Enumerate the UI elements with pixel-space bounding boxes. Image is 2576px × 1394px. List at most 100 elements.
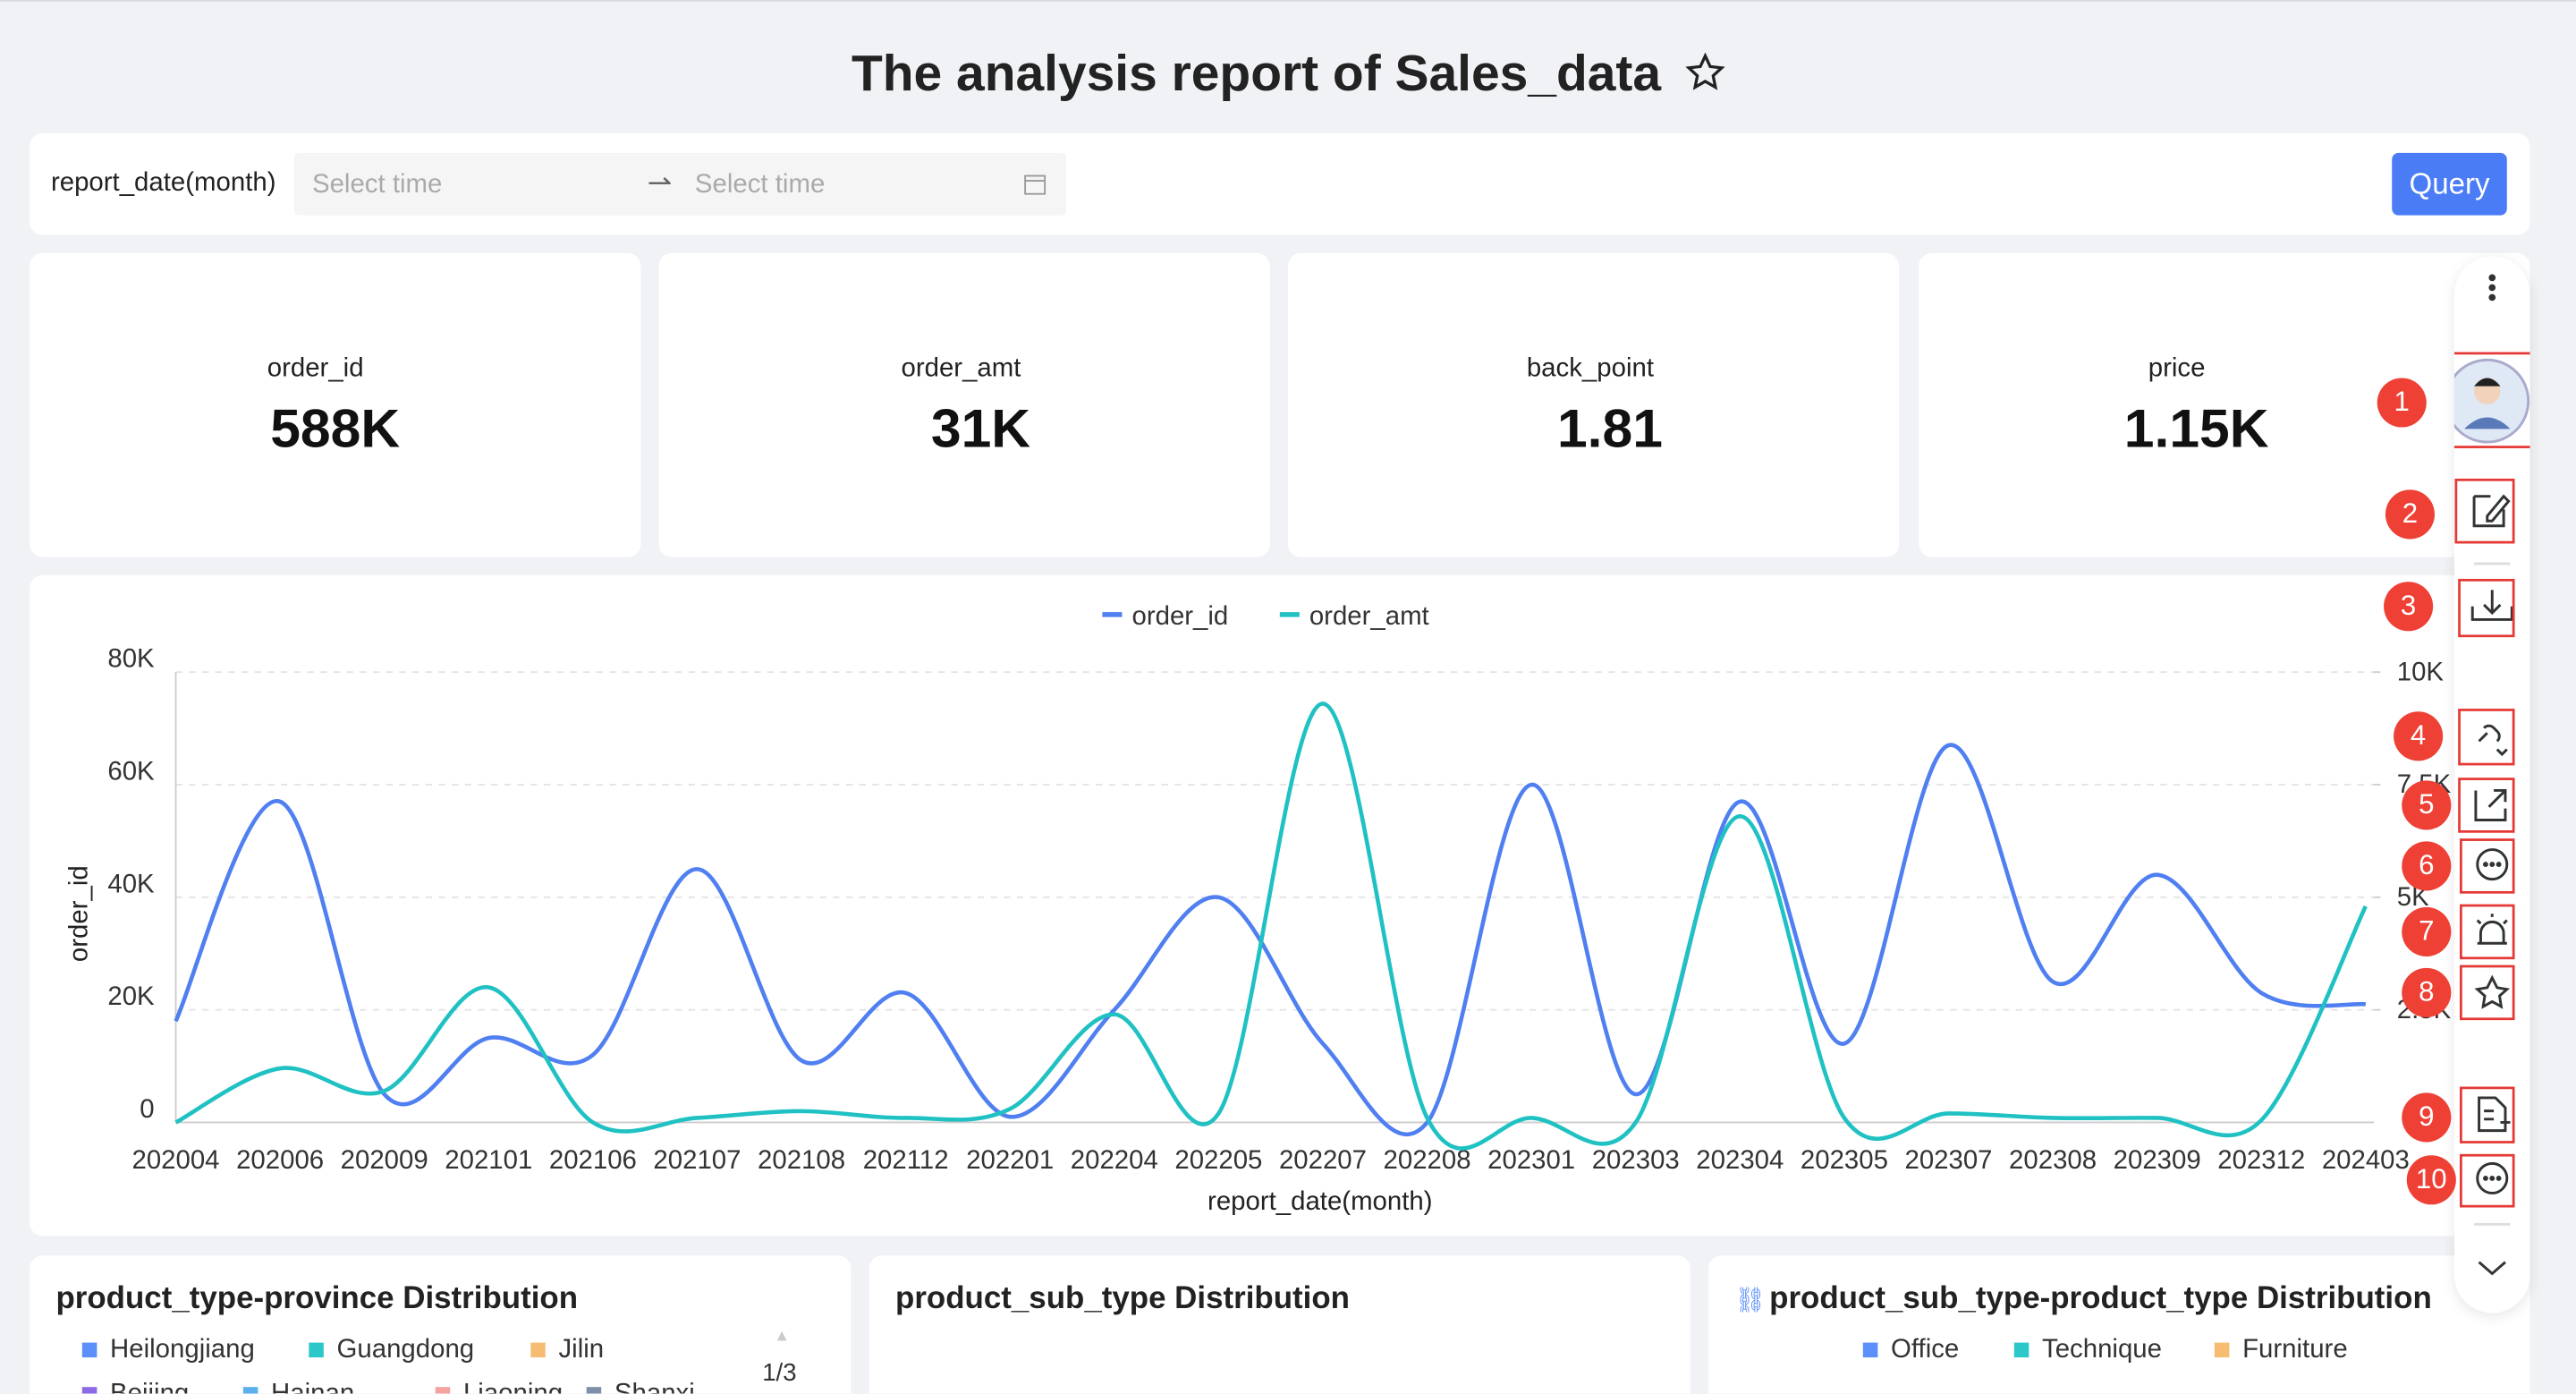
kpi-label: price: [2148, 354, 2206, 383]
legend-swatch: [2214, 1342, 2230, 1358]
series-line: [174, 743, 2367, 1137]
y-axis-title: order_id: [64, 865, 93, 962]
legend-swatch: [435, 1387, 451, 1394]
legend-text: Hainan: [271, 1381, 354, 1394]
series-line: [174, 701, 2368, 1151]
step-badge: 9: [2402, 1092, 2452, 1143]
panel-card: product_type-province Distribution Heilon…: [30, 1255, 852, 1394]
chart-card: 020K40K60K80K2.5K5K7.5K10K20200420200620…: [30, 574, 2530, 1237]
x-tick-label: 202301: [1487, 1145, 1575, 1175]
legend-text: Liaoning: [463, 1381, 563, 1394]
filter-bar: report_date(month) Select time ⇀ Select …: [30, 132, 2530, 235]
legend-text: Heilongjiang: [110, 1336, 255, 1364]
legend-swatch: [1862, 1342, 1878, 1358]
step-badge: 7: [2402, 906, 2452, 956]
legend-swatch: [242, 1387, 258, 1394]
legend-item: Shanxi: [586, 1381, 695, 1394]
step-badge: 2: [2385, 489, 2435, 540]
legend-swatch: [309, 1342, 324, 1358]
x-tick-label: 202201: [966, 1145, 1054, 1175]
x-tick-label: 202208: [1384, 1145, 1471, 1175]
x-tick-label: 202307: [1904, 1145, 1992, 1175]
title-text: The analysis report of Sales_data: [851, 44, 1662, 102]
x-tick-label: 202108: [758, 1145, 845, 1175]
x-tick-label: 202205: [1174, 1145, 1262, 1175]
legend-item: Furniture: [2214, 1336, 2348, 1365]
x-tick-label: 202009: [341, 1145, 428, 1175]
pager[interactable]: 1/3: [762, 1358, 797, 1388]
y-tick-label: 60K: [107, 757, 155, 786]
kpi-value: 588K: [270, 397, 401, 459]
x-tick-label: 202403: [2322, 1145, 2410, 1175]
x-tick-label: 202106: [549, 1145, 637, 1175]
legend-item: Liaoning: [435, 1381, 563, 1394]
legend-item: Technique: [2013, 1336, 2163, 1365]
y2-tick-label: 10K: [2397, 657, 2445, 686]
y-tick-label: 80K: [107, 644, 155, 674]
x-tick-label: 202312: [2217, 1145, 2305, 1175]
toolbar-icons: [2436, 274, 2533, 1276]
y-tick-label: 20K: [107, 982, 155, 1011]
legend-text: Guangdong: [336, 1336, 475, 1364]
legend-item: Guangdong: [309, 1336, 474, 1365]
legend-text: Beijing: [110, 1381, 189, 1394]
panel-card: product_sub_type-product_type Distributi…: [1708, 1255, 2530, 1394]
kpi-card: order_amt 31K: [658, 252, 1270, 557]
legend-item: Beijing: [81, 1381, 189, 1394]
panel-title: product_sub_type-product_type Distributi…: [1769, 1281, 2432, 1317]
x-tick-label: 202101: [445, 1145, 532, 1175]
x-tick-label: 202112: [863, 1145, 949, 1175]
x-tick-label: 202004: [132, 1145, 220, 1175]
legend-swatch: [530, 1342, 546, 1358]
kpi-card: back_point 1.81: [1287, 252, 1900, 557]
step-badge: 3: [2384, 582, 2434, 632]
pager-arrow: ▲: [774, 1328, 791, 1347]
x-tick-label: 202107: [653, 1145, 741, 1175]
legend-item: Heilongjiang: [81, 1336, 255, 1365]
line-chart: 020K40K60K80K2.5K5K7.5K10K20200420200620…: [64, 601, 2451, 1216]
step-badge: 1: [2377, 378, 2427, 428]
legend-label: order_id: [1131, 601, 1228, 631]
toolbar: [2436, 256, 2533, 1313]
panel-card: product_sub_type Distribution: [869, 1255, 1690, 1394]
kpi-value: 31K: [930, 397, 1031, 459]
legend-text: Technique: [2042, 1336, 2163, 1364]
query-button[interactable]: Query: [2392, 152, 2507, 216]
step-badge: 5: [2402, 780, 2452, 830]
x-tick-label: 202309: [2114, 1145, 2201, 1175]
legend-swatch: [81, 1342, 97, 1358]
step-badge: 4: [2394, 711, 2444, 761]
legend-item: Hainan: [242, 1381, 354, 1394]
start-placeholder: Select time: [311, 171, 443, 200]
x-tick-label: 202207: [1279, 1145, 1367, 1175]
filter-label: report_date(month): [50, 169, 276, 198]
panel-title: product_sub_type Distribution: [895, 1281, 1350, 1317]
step-badge: 10: [2406, 1155, 2456, 1205]
panel-title: product_type-province Distribution: [55, 1281, 579, 1317]
kpi-value: 1.15K: [2123, 397, 2269, 459]
legend-swatch: [586, 1387, 602, 1394]
legend-swatch: [2013, 1342, 2029, 1358]
legend-text: Furniture: [2242, 1336, 2348, 1364]
kpi-label: back_point: [1526, 354, 1654, 383]
link-icon: ⛓: [1734, 1287, 1767, 1315]
step-badge: 8: [2402, 967, 2452, 1017]
legend-label: order_amt: [1309, 601, 1429, 631]
x-tick-label: 202308: [2009, 1145, 2097, 1175]
legend-swatch: [81, 1387, 97, 1394]
x-tick-label: 202006: [236, 1145, 324, 1175]
legend-item: Office: [1862, 1336, 1959, 1365]
kpi-card: order_id 588K: [30, 252, 641, 557]
calendar-icon: [1024, 174, 1046, 195]
favorite-icon[interactable]: [1684, 52, 1725, 92]
kpi-card: price 1.15K: [1919, 252, 2530, 557]
date-range-input[interactable]: Select time ⇀ Select time: [293, 152, 1067, 216]
x-axis-title: report_date(month): [1208, 1186, 1432, 1216]
y-tick-label: 0: [140, 1094, 154, 1124]
y-tick-label: 40K: [107, 869, 155, 898]
kpi-label: order_amt: [901, 354, 1021, 383]
x-tick-label: 202303: [1592, 1145, 1680, 1175]
legend-item: Jilin: [530, 1336, 604, 1365]
